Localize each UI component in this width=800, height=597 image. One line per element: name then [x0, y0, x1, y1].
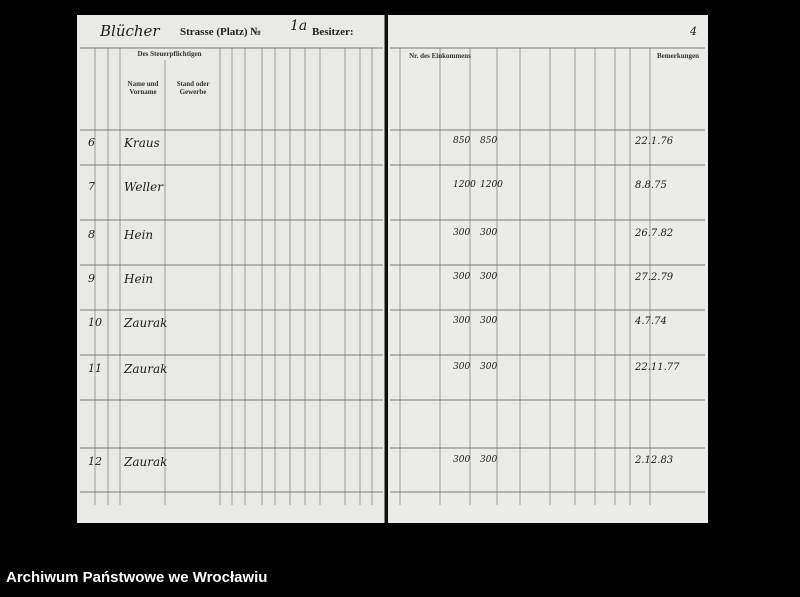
entry-amount: 850 [480, 136, 498, 146]
entry-amount: 850 [453, 136, 471, 146]
page-number: 4 [690, 25, 697, 38]
entry-amount: 300 [480, 228, 498, 238]
owner-label: Besitzer: [312, 26, 354, 38]
row-number: 11 [88, 362, 102, 375]
entry-date: 4.7.74 [635, 316, 667, 327]
entry-date: 2.12.83 [635, 455, 674, 466]
right-page [388, 15, 708, 523]
entry-name: Hein [124, 272, 154, 286]
column-header: Name und Vorname [127, 80, 159, 96]
column-header: Stand oder Gewerbe [176, 80, 210, 96]
entry-name: Weller [124, 180, 163, 194]
entry-amount: 1200 [453, 180, 476, 190]
entry-date: 22.1.76 [635, 136, 674, 147]
column-header: Bemerkungen [657, 52, 699, 60]
entry-amount: 300 [480, 316, 498, 326]
entry-amount: 300 [453, 316, 471, 326]
entry-amount: 300 [480, 272, 498, 282]
row-number: 6 [88, 136, 95, 149]
entry-amount: 300 [453, 455, 471, 465]
entry-name: Hein [124, 228, 154, 242]
entry-amount: 300 [453, 362, 471, 372]
left-page [77, 15, 385, 523]
column-header: Des Steuerpflichtigen [137, 50, 202, 58]
entry-date: 22.11.77 [635, 362, 680, 373]
entry-amount: 300 [480, 455, 498, 465]
row-number: 9 [88, 272, 95, 285]
row-number: 7 [88, 180, 95, 193]
house-number: 1a [290, 18, 308, 34]
entry-date: 27.2.79 [635, 272, 674, 283]
row-number: 8 [88, 228, 95, 241]
street-name: Blücher [100, 22, 160, 40]
entry-name: Zaurak [124, 316, 168, 330]
column-header: Nr. des Einkommens [409, 52, 471, 60]
archive-name: Archiwum Państwowe we Wrocławiu [6, 569, 268, 586]
row-number: 10 [88, 316, 102, 329]
entry-date: 8.8.75 [635, 180, 667, 191]
entry-name: Zaurak [124, 362, 168, 376]
entry-amount: 1200 [480, 180, 503, 190]
entry-date: 26.7.82 [635, 228, 674, 239]
entry-name: Kraus [124, 136, 160, 150]
entry-amount: 300 [453, 228, 471, 238]
street-label: Strasse (Platz) № [180, 26, 262, 38]
entry-name: Zaurak [124, 455, 168, 469]
entry-amount: 300 [453, 272, 471, 282]
row-number: 12 [88, 455, 102, 468]
entry-amount: 300 [480, 362, 498, 372]
